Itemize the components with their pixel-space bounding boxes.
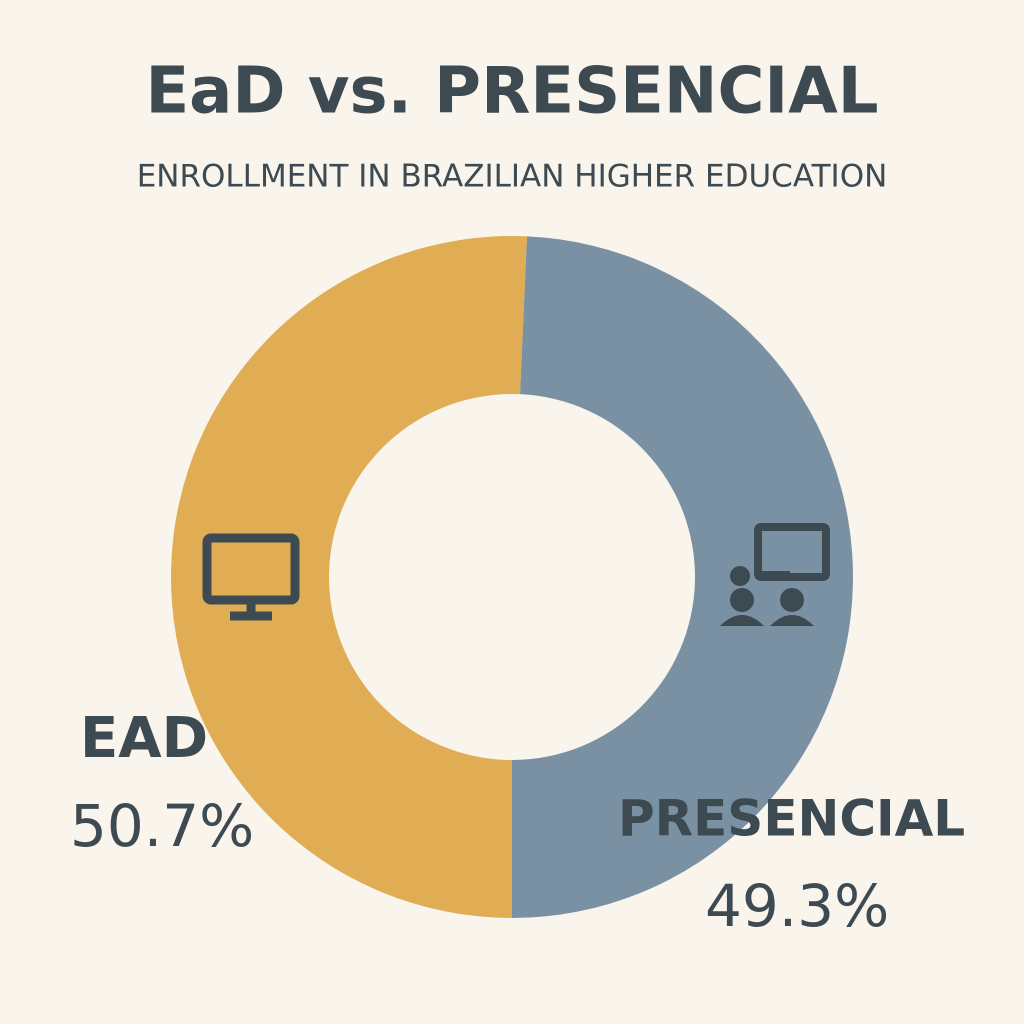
category-label: EAD bbox=[80, 706, 208, 771]
classroom-icon bbox=[720, 523, 830, 626]
value-label: 50.7% bbox=[70, 792, 254, 860]
chart-subtitle: ENROLLMENT IN BRAZILIAN HIGHER EDUCATION bbox=[137, 159, 888, 195]
monitor-icon bbox=[202, 533, 300, 621]
donut-slice bbox=[171, 236, 527, 919]
value-label: 49.3% bbox=[705, 872, 889, 940]
chart-title: EaD vs. PRESENCIAL bbox=[145, 55, 878, 129]
donut-slice bbox=[512, 236, 854, 918]
donut bbox=[171, 236, 854, 919]
category-label: PRESENCIAL bbox=[618, 790, 965, 848]
